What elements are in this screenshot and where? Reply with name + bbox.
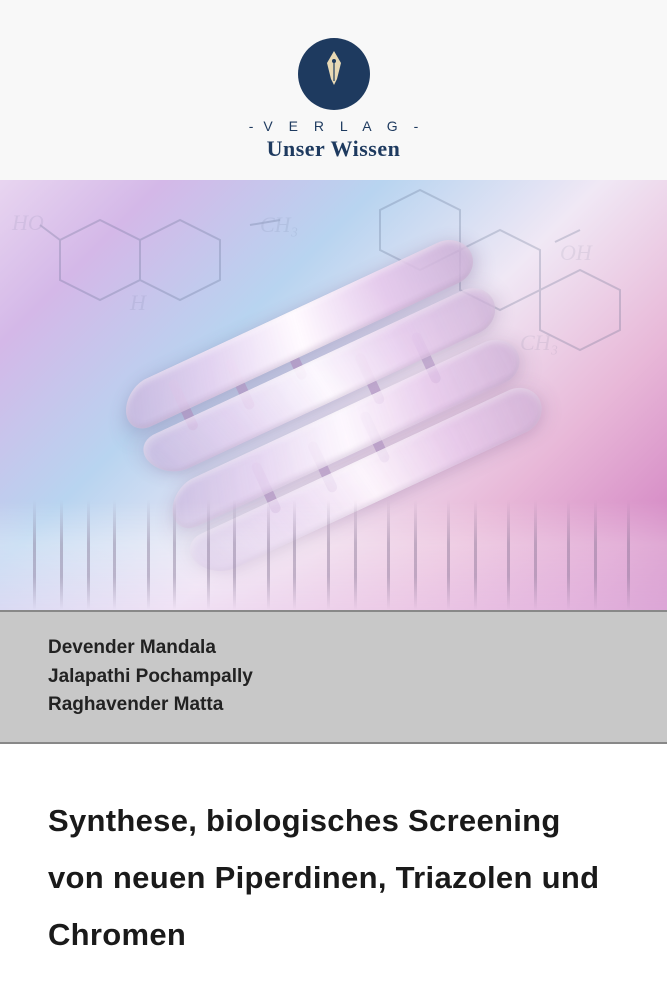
chem-label: CH₃ — [520, 330, 558, 356]
chem-label: CH₃ — [260, 212, 298, 238]
cover-artwork: HO CH₃ CH₃ OH H — [0, 180, 667, 610]
author-name: Raghavender Matta — [48, 691, 619, 720]
verlag-text: V E R L A G — [263, 118, 403, 134]
publisher-tagline: - V E R L A G - — [249, 118, 419, 134]
publisher-name: Unser Wissen — [267, 136, 401, 162]
publisher-header: - V E R L A G - Unser Wissen — [0, 0, 667, 180]
title-section: Synthese, biologisches Screening von neu… — [0, 744, 667, 964]
author-name: Jalapathi Pochampally — [48, 663, 619, 692]
chem-label: OH — [560, 240, 592, 266]
book-cover: - V E R L A G - Unser Wissen HO CH₃ — [0, 0, 667, 1000]
chem-label: H — [130, 290, 146, 316]
author-name: Devender Mandala — [48, 634, 619, 663]
book-title: Synthese, biologisches Screening von neu… — [48, 792, 619, 964]
pen-nib-icon — [319, 49, 349, 96]
gel-bands-graphic — [0, 500, 667, 610]
chem-label: HO — [12, 210, 44, 236]
publisher-logo — [298, 38, 370, 110]
author-bar: Devender Mandala Jalapathi Pochampally R… — [0, 610, 667, 744]
